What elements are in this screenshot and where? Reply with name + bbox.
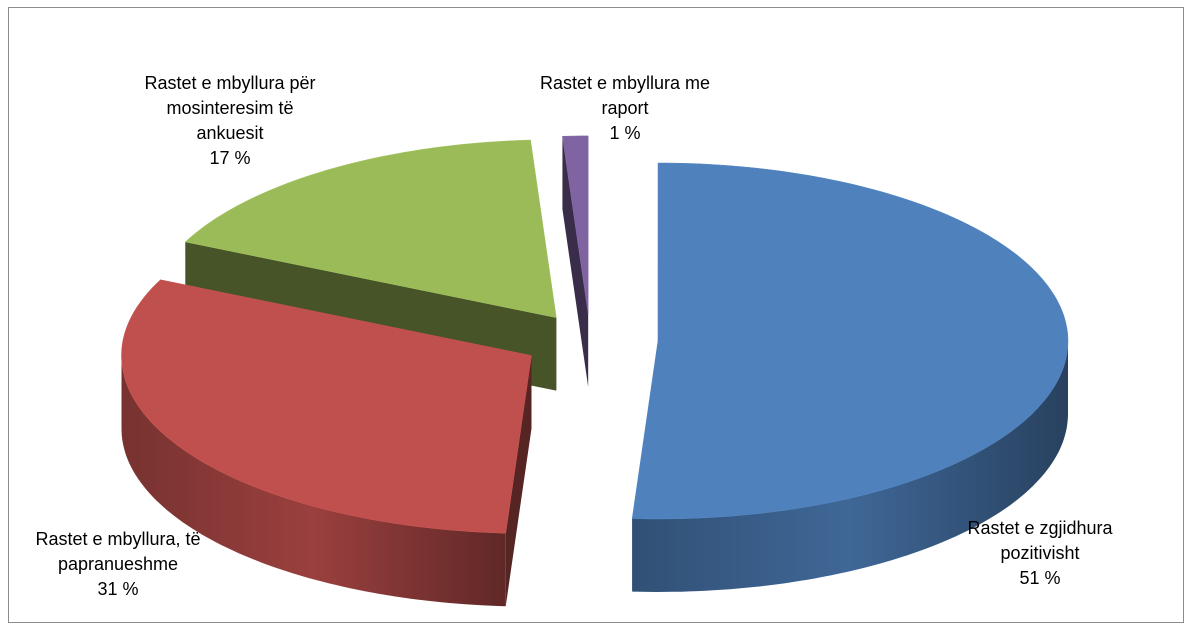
slice-label-report-line1: Rastet e mbyllura me [539,73,711,93]
slice-side-inadmissible [121,355,506,607]
slice-label-report: Rastet e mbyllura me raport 1 % [500,71,750,146]
slice-value-disinterest: 17 % [209,148,251,168]
slice-report [562,135,589,314]
slice-label-resolved: Rastet e zgjidhura pozitivisht 51 % [930,516,1150,591]
slice-label-disinterest-line1: Rastet e mbyllura për [144,73,316,93]
slice-value-inadmissible: 31 % [97,579,139,599]
slice-wall-inadmissible [505,355,532,607]
slice-label-resolved-line2: pozitivisht [1000,543,1080,563]
slice-value-resolved: 51 % [1019,568,1061,588]
slice-label-disinterest: Rastet e mbyllura për mosinteresim të an… [100,71,360,171]
slice-label-inadmissible-line1: Rastet e mbyllura, të [35,529,201,549]
slice-inadmissible [121,279,532,534]
slice-label-inadmissible: Rastet e mbyllura, të papranueshme 31 % [4,527,232,602]
slice-value-report: 1 % [609,123,641,143]
slice-resolved [631,162,1069,520]
slice-label-report-line2: raport [601,98,649,118]
slice-label-disinterest-line2: mosinteresim të [166,98,294,118]
slice-disinterest [184,139,557,318]
slice-side-resolved [632,341,1068,592]
slice-label-inadmissible-line2: papranueshme [57,554,179,574]
slice-label-disinterest-line3: ankuesit [196,123,264,143]
slice-wall-report [562,136,589,387]
slice-label-resolved-line1: Rastet e zgjidhura [967,518,1113,538]
